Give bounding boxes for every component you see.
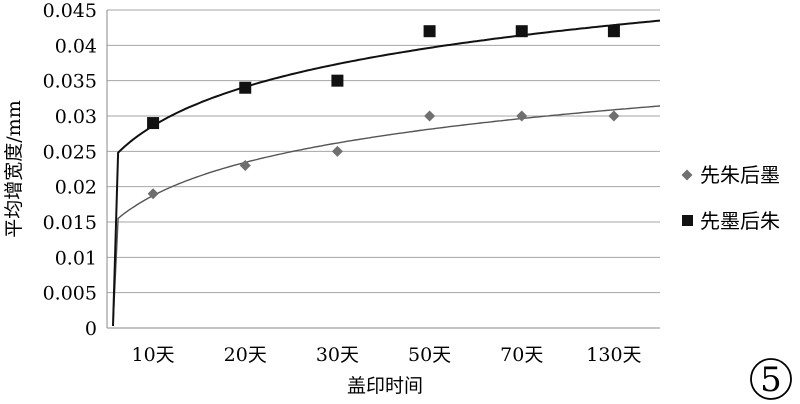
- panel-number-circle: [750, 358, 792, 400]
- data-point-square: [331, 74, 344, 87]
- x-tick-label: 10天: [131, 344, 174, 366]
- x-tick-label: 70天: [500, 344, 543, 366]
- data-point-square: [515, 25, 528, 38]
- x-tick-label: 50天: [408, 344, 451, 366]
- legend-marker-diamond: [681, 169, 693, 181]
- y-tick-label: 0.01: [55, 247, 97, 269]
- data-point-diamond: [424, 110, 436, 122]
- data-point-square: [607, 25, 620, 38]
- trendlines: [112, 19, 661, 327]
- x-tick-label: 30天: [316, 344, 359, 366]
- legend-label-series-1: 先朱后墨: [700, 163, 780, 187]
- legend-label-series-2: 先墨后朱: [700, 209, 780, 233]
- x-tick-label: 20天: [224, 344, 267, 366]
- y-tick-label: 0.045: [43, 0, 97, 22]
- gridlines: [107, 9, 660, 294]
- axes: [106, 10, 660, 329]
- y-tick-labels: 0 0.005 0.01 0.015 0.02 0.025 0.03 0.035 0.04 0.0…: [43, 0, 97, 340]
- data-point-diamond: [516, 110, 528, 122]
- y-tick-label: 0.025: [43, 141, 97, 163]
- y-tick-label: 0.04: [55, 35, 97, 57]
- data-point-diamond: [608, 110, 620, 122]
- trendline-series-2: [112, 19, 661, 327]
- x-tick-label: 130天: [586, 344, 641, 366]
- data-point-square: [239, 81, 252, 94]
- y-tick-label: 0.02: [55, 177, 97, 199]
- legend-marker-square: [682, 215, 693, 226]
- data-point-diamond: [239, 159, 251, 171]
- trendline-series-1: [112, 105, 661, 327]
- data-point-diamond: [331, 145, 343, 157]
- y-tick-label: 0: [85, 318, 97, 340]
- x-axis-title: 盖印时间: [347, 375, 423, 397]
- panel-number: 5: [760, 360, 782, 400]
- legend: 先朱后墨 先墨后朱: [681, 163, 780, 233]
- x-tick-labels: 10天 20天 30天 50天 70天 130天: [131, 344, 641, 366]
- data-point-diamond: [147, 188, 159, 200]
- y-tick-label: 0.005: [43, 283, 97, 305]
- y-tick-label: 0.035: [43, 71, 97, 93]
- data-point-square: [423, 25, 436, 38]
- y-tick-label: 0.03: [55, 106, 97, 128]
- data-points: [147, 25, 620, 200]
- panel-number-badge: 5: [750, 358, 792, 400]
- data-point-square: [147, 117, 160, 130]
- y-tick-label: 0.015: [43, 212, 97, 234]
- y-axis-title: 平均增宽度/mm: [3, 100, 25, 237]
